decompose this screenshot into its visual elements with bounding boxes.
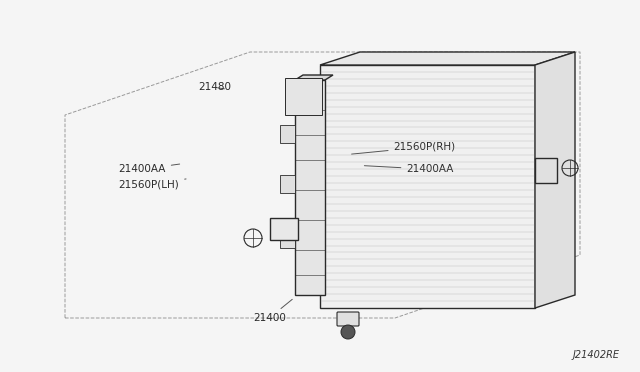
Text: 21560P(RH): 21560P(RH) — [351, 142, 456, 154]
Polygon shape — [295, 75, 333, 80]
Text: 21560P(LH): 21560P(LH) — [118, 179, 186, 189]
Polygon shape — [285, 78, 322, 115]
Polygon shape — [535, 52, 575, 308]
Polygon shape — [280, 230, 295, 248]
Text: J21402RE: J21402RE — [573, 350, 620, 360]
Text: 21400: 21400 — [253, 299, 292, 323]
Text: 21400AA: 21400AA — [364, 164, 454, 174]
Text: 21400AA: 21400AA — [118, 164, 180, 174]
Polygon shape — [535, 158, 557, 183]
Circle shape — [341, 325, 355, 339]
FancyBboxPatch shape — [337, 312, 359, 326]
Polygon shape — [280, 175, 295, 193]
Polygon shape — [280, 125, 295, 143]
Polygon shape — [320, 52, 575, 65]
Polygon shape — [295, 80, 325, 295]
Polygon shape — [270, 218, 298, 240]
Text: 21480: 21480 — [198, 83, 232, 92]
Polygon shape — [320, 65, 535, 308]
